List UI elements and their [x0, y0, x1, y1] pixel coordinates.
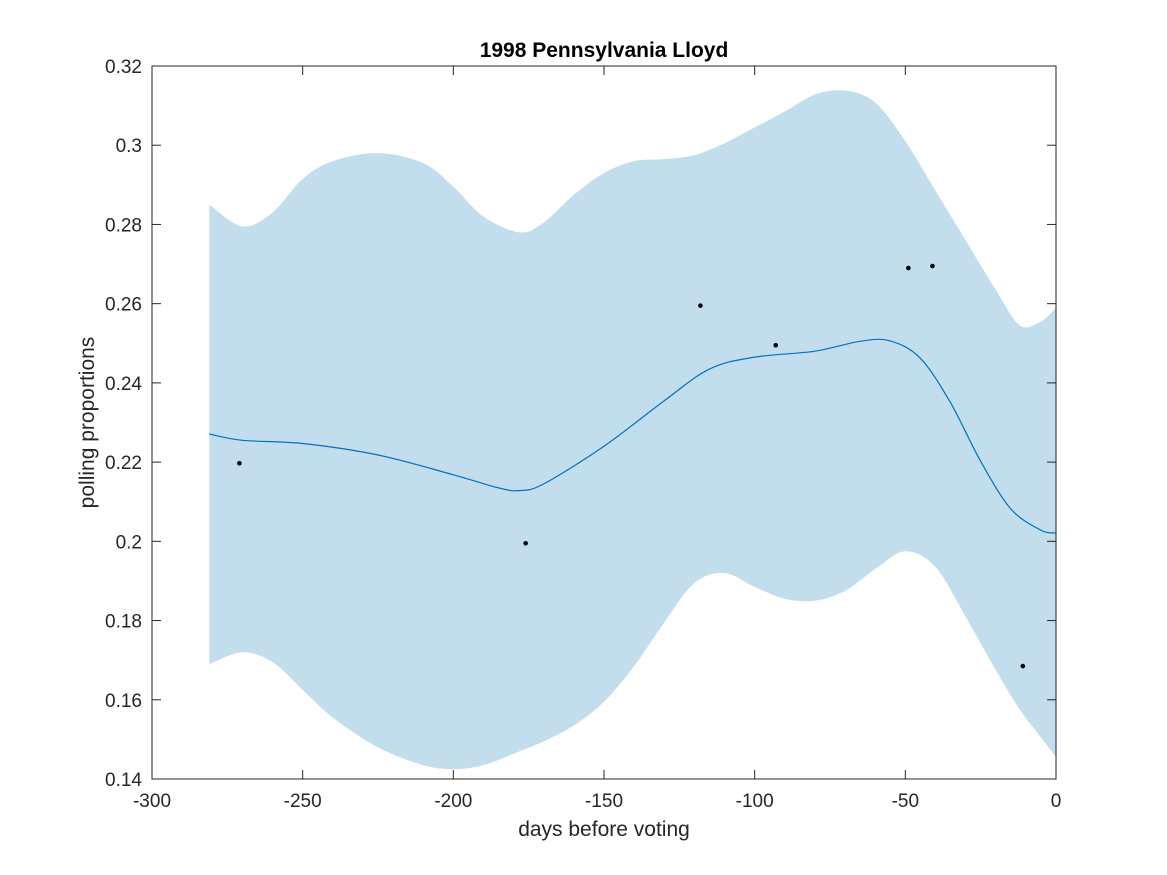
y-tick-label: 0.28 [105, 215, 142, 236]
y-axis-label: polling proportions [76, 337, 99, 509]
chart-title: 1998 Pennsylvania Lloyd [480, 39, 729, 62]
y-tick-label: 0.2 [116, 532, 142, 553]
confidence-band [209, 90, 1056, 770]
y-tick-label: 0.26 [105, 295, 142, 316]
y-tick-label: 0.18 [105, 612, 142, 633]
data-point [906, 265, 911, 271]
trend-line [209, 338, 1057, 534]
data-point [773, 342, 779, 348]
x-tick-label: -200 [434, 791, 472, 812]
x-tick-label: -250 [284, 791, 322, 812]
y-tick-label: 0.14 [105, 770, 142, 791]
x-axis-label: days before voting [518, 818, 690, 841]
data-point [523, 541, 528, 546]
tick-labels: -300 -250 -200 -150 -100 -50 0 0.14 0.16 0.18 0.2 0… [105, 57, 1061, 812]
x-tick-label: -150 [585, 791, 623, 812]
plot-area [209, 90, 1057, 770]
y-tick-label: 0.22 [105, 453, 142, 474]
x-tick-label: -50 [892, 791, 919, 812]
x-tick-label: -300 [133, 791, 171, 812]
x-tick-label: 0 [1051, 791, 1062, 812]
data-point [237, 461, 242, 466]
data-point [1020, 663, 1026, 669]
y-tick-label: 0.32 [105, 57, 142, 78]
y-tick-label: 0.3 [116, 136, 142, 157]
data-point [930, 263, 935, 269]
axes [151, 65, 1057, 780]
y-tick-label: 0.24 [105, 374, 142, 395]
data-point [698, 303, 703, 308]
x-tick-label: -100 [736, 791, 774, 812]
y-tick-label: 0.16 [105, 691, 142, 712]
